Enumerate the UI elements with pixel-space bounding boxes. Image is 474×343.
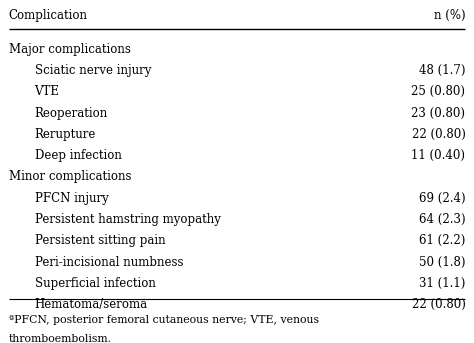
- Text: 31 (1.1): 31 (1.1): [419, 277, 465, 290]
- Text: 48 (1.7): 48 (1.7): [419, 64, 465, 77]
- Text: Peri-incisional numbness: Peri-incisional numbness: [35, 256, 183, 269]
- Text: n (%): n (%): [434, 9, 465, 22]
- Text: ªPFCN, posterior femoral cutaneous nerve; VTE, venous: ªPFCN, posterior femoral cutaneous nerve…: [9, 315, 319, 325]
- Text: 22 (0.80): 22 (0.80): [411, 298, 465, 311]
- Text: PFCN injury: PFCN injury: [35, 192, 109, 205]
- Text: 69 (2.4): 69 (2.4): [419, 192, 465, 205]
- Text: Minor complications: Minor complications: [9, 170, 131, 184]
- Text: 64 (2.3): 64 (2.3): [419, 213, 465, 226]
- Text: 25 (0.80): 25 (0.80): [411, 85, 465, 98]
- Text: 61 (2.2): 61 (2.2): [419, 234, 465, 247]
- Text: 22 (0.80): 22 (0.80): [411, 128, 465, 141]
- Text: Complication: Complication: [9, 9, 88, 22]
- Text: VTE: VTE: [35, 85, 60, 98]
- Text: 50 (1.8): 50 (1.8): [419, 256, 465, 269]
- Text: Reoperation: Reoperation: [35, 107, 108, 120]
- Text: Deep infection: Deep infection: [35, 149, 121, 162]
- Text: 23 (0.80): 23 (0.80): [411, 107, 465, 120]
- Text: Sciatic nerve injury: Sciatic nerve injury: [35, 64, 151, 77]
- Text: Rerupture: Rerupture: [35, 128, 96, 141]
- Text: 11 (0.40): 11 (0.40): [411, 149, 465, 162]
- Text: Major complications: Major complications: [9, 43, 130, 56]
- Text: Superficial infection: Superficial infection: [35, 277, 155, 290]
- Text: Persistent hamstring myopathy: Persistent hamstring myopathy: [35, 213, 220, 226]
- Text: Hematoma/seroma: Hematoma/seroma: [35, 298, 148, 311]
- Text: thromboembolism.: thromboembolism.: [9, 334, 111, 343]
- Text: Persistent sitting pain: Persistent sitting pain: [35, 234, 165, 247]
